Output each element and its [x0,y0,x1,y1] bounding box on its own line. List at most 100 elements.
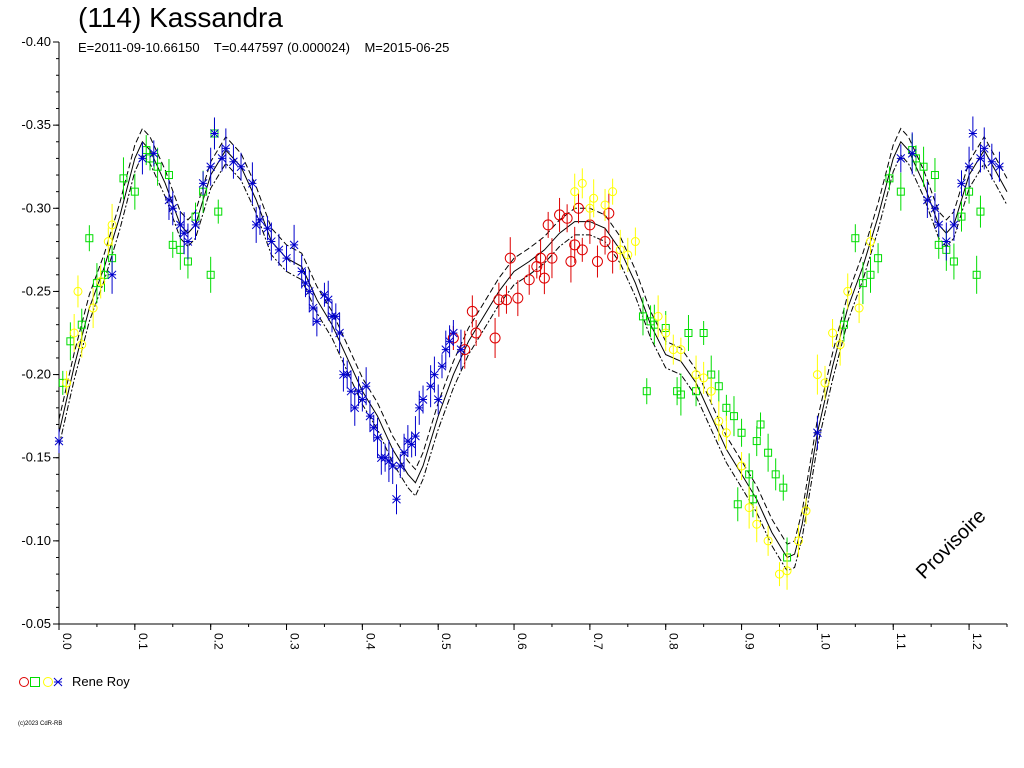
copyright-text: (c)2023 CdR-RB [18,721,63,727]
data-point [149,149,159,158]
data-point [489,332,501,344]
data-point [813,428,822,438]
x-tick-label: 0.7 [591,633,605,650]
data-point [437,361,447,371]
data-point [691,370,701,380]
data-point [164,195,174,205]
data-point [350,403,360,413]
data-point [504,252,516,264]
data-point [470,327,482,339]
data-point [399,448,409,458]
data-point [949,257,958,266]
data-point [737,461,747,471]
x-tick-label: 0.9 [743,633,757,650]
data-point [923,195,932,205]
x-tick-label: 0.0 [60,633,74,650]
data-point [965,187,974,196]
data-point [752,437,761,446]
data-point [714,382,723,391]
data-point [793,536,803,546]
data-point [217,154,227,163]
y-tick-label: -0.05 [21,616,51,631]
data-point [676,345,686,355]
chart-title: (114) Kassandra [78,2,283,33]
data-point [721,428,731,438]
data-point [418,395,428,404]
x-tick-label: 1.0 [818,633,832,650]
fit-envelope-lower [58,154,1008,572]
data-point [73,286,83,296]
data-point [599,236,611,248]
data-point [251,220,261,230]
y-tick-label: -0.30 [21,200,51,215]
data-point [554,209,566,221]
data-point [858,279,867,288]
data-point [358,395,367,404]
data-point [312,317,322,326]
data-point [54,436,64,446]
data-point [972,270,981,279]
data-point [968,129,978,138]
data-point [919,162,928,171]
data-point [885,174,894,183]
data-point [828,328,838,338]
data-point [589,193,599,203]
data-point [577,178,587,188]
data-point [168,203,178,213]
x-tick-label: 0.8 [667,633,681,650]
data-point [820,378,830,388]
data-point [706,386,716,396]
x-tick-label: 0.3 [288,633,302,650]
data-point [69,328,79,338]
data-point [263,223,272,233]
data-point [236,162,246,172]
data-point [411,431,420,441]
data-point [308,303,318,313]
data-point [384,456,394,466]
data-point [395,461,405,471]
data-point [957,178,966,188]
data-point [756,420,765,429]
y-tick-label: -0.10 [21,533,51,548]
data-point [153,162,162,171]
data-point [854,303,864,313]
data-point [335,328,344,338]
data-point [995,162,1004,172]
data-point [282,253,291,263]
legend-observer-label: Rene Roy [72,674,130,689]
data-point [714,416,724,426]
data-point [274,245,284,255]
data-point [570,187,580,197]
data-point [801,506,811,516]
data-point [745,470,754,479]
data-point [949,220,959,230]
data-point [573,202,585,214]
data-point [764,448,773,457]
data-point [561,212,573,224]
data-point [866,270,875,279]
data-point [388,461,398,471]
data-point [512,292,524,304]
data-point [752,519,762,529]
data-point [661,328,671,338]
data-point [699,329,708,337]
data-point [433,395,443,404]
data-point [206,162,216,172]
data-point [229,157,238,167]
data-point [896,187,905,196]
data-point [934,220,944,230]
data-point [699,373,709,383]
data-point [976,154,985,163]
x-tick-label: 0.6 [515,633,529,650]
data-point [119,174,128,183]
data-point [569,239,581,251]
data-point [979,144,989,153]
data-point [500,294,512,306]
data-point [77,340,87,350]
data-point [466,305,478,317]
data-point [255,215,265,225]
data-point [130,187,139,196]
data-point [630,237,640,247]
data-point [392,494,401,504]
